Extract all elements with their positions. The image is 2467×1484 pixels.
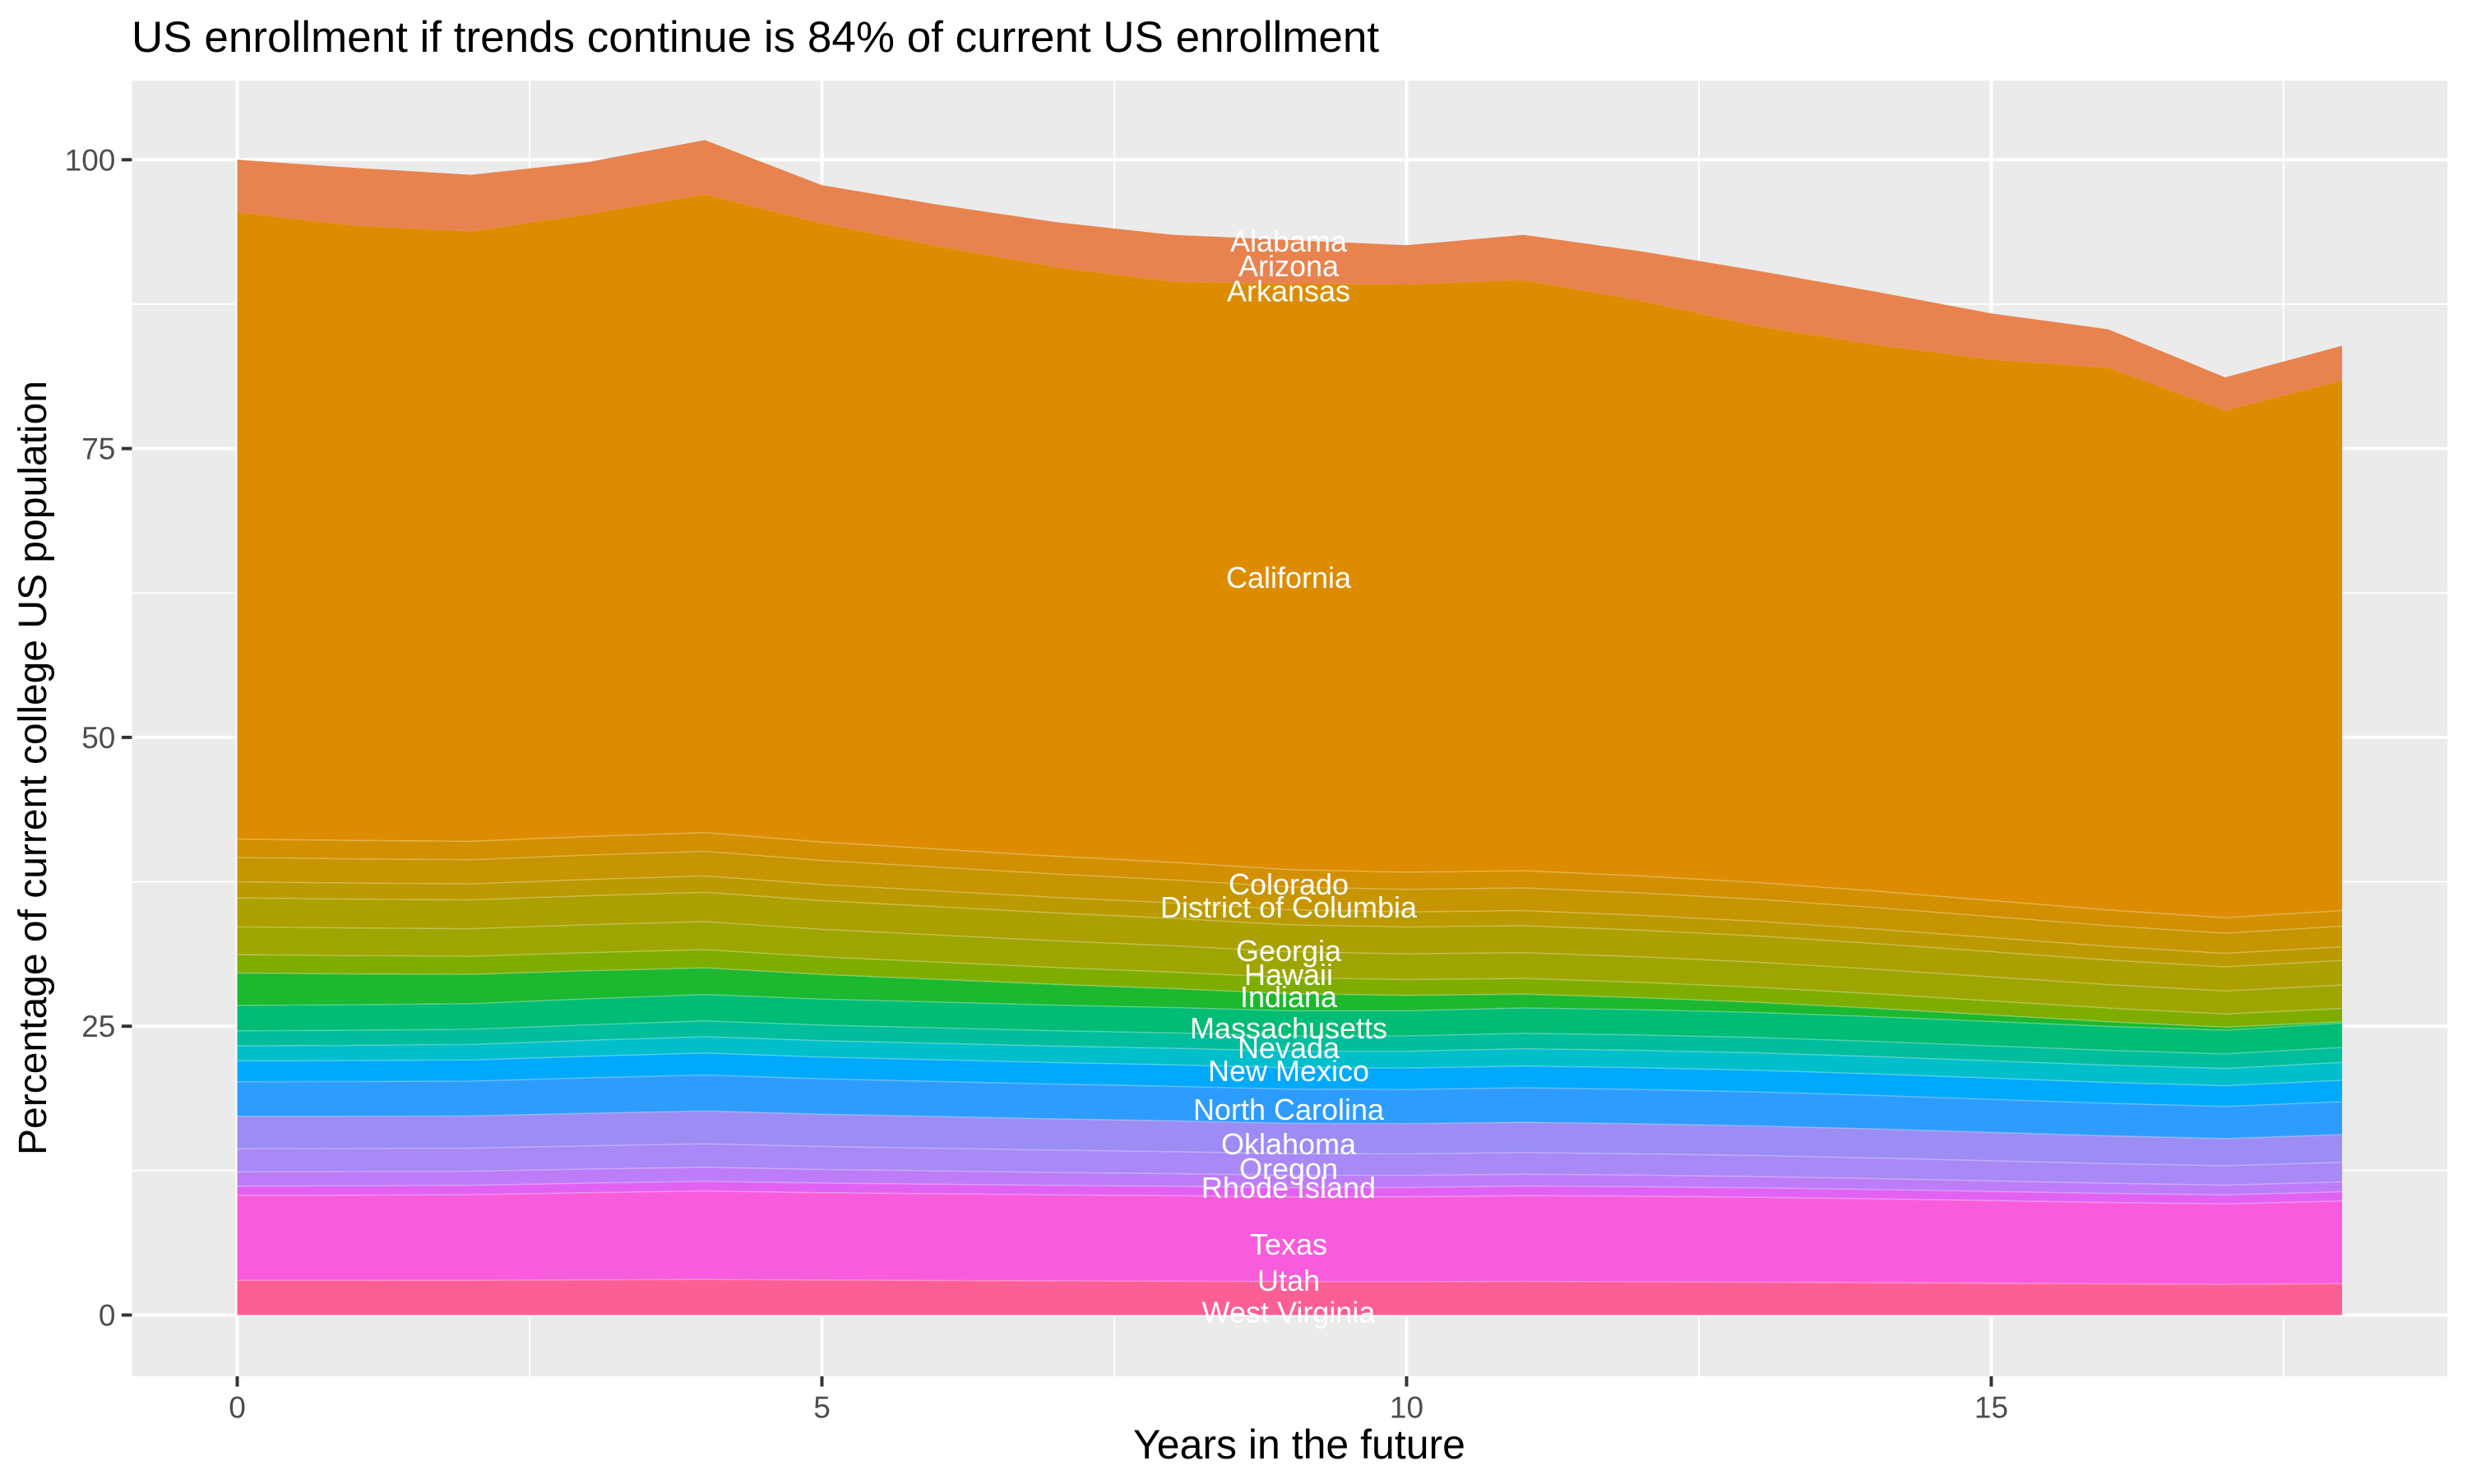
svg-text:Percentage of current college: Percentage of current college US populat…	[12, 381, 55, 1155]
svg-text:Texas: Texas	[1250, 1227, 1327, 1261]
svg-text:Hawaii: Hawaii	[1244, 958, 1333, 992]
svg-text:0: 0	[229, 1391, 246, 1425]
svg-text:10: 10	[1390, 1391, 1423, 1425]
svg-text:District of Columbia: District of Columbia	[1160, 890, 1418, 924]
svg-text:California: California	[1226, 561, 1352, 594]
svg-text:0: 0	[99, 1299, 116, 1333]
svg-text:75: 75	[81, 432, 115, 466]
svg-text:Georgia: Georgia	[1236, 934, 1342, 968]
svg-text:Nevada: Nevada	[1238, 1031, 1340, 1065]
svg-text:Arkansas: Arkansas	[1227, 275, 1350, 308]
svg-text:Rhode Island: Rhode Island	[1201, 1171, 1376, 1204]
svg-text:Oregon: Oregon	[1239, 1152, 1338, 1186]
svg-text:Arizona: Arizona	[1238, 249, 1340, 283]
svg-text:Years in the future: Years in the future	[1133, 1422, 1465, 1468]
svg-text:25: 25	[81, 1010, 115, 1043]
svg-text:Colorado: Colorado	[1229, 867, 1349, 901]
svg-text:Oklahoma: Oklahoma	[1221, 1127, 1357, 1161]
svg-text:50: 50	[81, 721, 115, 755]
svg-text:US enrollment if trends contin: US enrollment if trends continue is 84% …	[132, 13, 1379, 62]
svg-text:100: 100	[65, 143, 116, 177]
svg-text:North Carolina: North Carolina	[1193, 1093, 1385, 1126]
svg-text:5: 5	[813, 1391, 831, 1425]
svg-text:Massachusetts: Massachusetts	[1190, 1011, 1387, 1045]
svg-text:Utah: Utah	[1257, 1264, 1320, 1297]
svg-text:West Virginia: West Virginia	[1202, 1296, 1377, 1329]
svg-text:Indiana: Indiana	[1240, 980, 1338, 1014]
svg-text:15: 15	[1974, 1391, 2008, 1425]
svg-text:Alabama: Alabama	[1230, 224, 1348, 258]
svg-text:New Mexico: New Mexico	[1208, 1054, 1369, 1088]
